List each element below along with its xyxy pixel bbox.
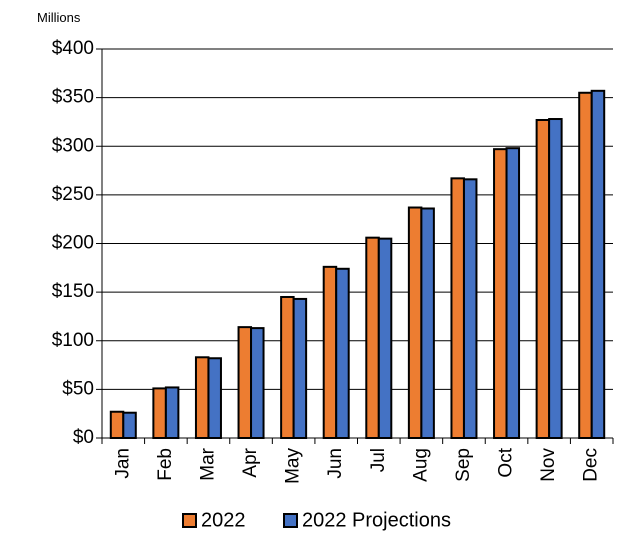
x-tick-label: Dec [581, 448, 602, 482]
bar-2022-projections-may [292, 297, 308, 439]
bar-2022-nov [535, 118, 551, 440]
bar-2022-jul [365, 236, 380, 439]
bar-2022-feb [152, 387, 167, 439]
x-tick-label: Mar [197, 447, 218, 480]
y-tick-label: $0 [73, 427, 94, 448]
unit-label: Millions [37, 10, 81, 25]
bar-2022-jan [109, 410, 125, 439]
y-tick-label: $250 [52, 184, 94, 205]
bar-2022-aug [407, 206, 423, 439]
y-tick-label: $200 [52, 233, 94, 254]
bar-2022-oct [493, 148, 508, 439]
gridlines [102, 48, 613, 390]
legend-label: 2022 Projections [302, 509, 451, 531]
y-tick-label: $400 [52, 38, 94, 59]
y-tick-label: $100 [52, 330, 94, 351]
bar-2022-apr [237, 326, 253, 440]
x-tick-label: Feb [155, 448, 176, 481]
bar-2022-projections-aug [420, 207, 435, 439]
bar-2022-projections-apr [250, 327, 265, 440]
bar-2022-projections-jan [122, 411, 137, 439]
x-tick-label: May [283, 448, 304, 484]
legend: 2022 2022 Projections [182, 509, 451, 531]
bar-2022-projections-nov [548, 118, 563, 440]
bar-2022-may [280, 295, 295, 439]
bar-2022-mar [194, 356, 210, 439]
x-tick-label: Nov [538, 448, 559, 482]
bar-2022-projections-dec [590, 89, 606, 439]
x-tick-label: Apr [240, 447, 261, 477]
x-tick-label: Oct [496, 447, 517, 477]
bars [109, 89, 606, 440]
bar-2022-sep [450, 177, 465, 439]
x-tick-label: Jan [112, 448, 133, 479]
x-tick-label: Jul [368, 448, 389, 472]
bar-2022-projections-feb [164, 386, 180, 439]
x-tick-label: Jun [325, 448, 346, 479]
y-tick-label: $150 [52, 281, 94, 302]
bar-2022-projections-jun [335, 267, 350, 439]
y-tick-label: $50 [62, 378, 94, 399]
bar-2022-projections-sep [462, 178, 478, 439]
bar-2022-dec [578, 91, 593, 439]
bar-2022-projections-oct [505, 147, 521, 439]
legend-label: 2022 [201, 509, 246, 531]
y-tick-label: $350 [52, 87, 94, 108]
x-tick-label: Aug [410, 448, 431, 482]
bar-2022-jun [322, 265, 338, 439]
y-tick-label: $300 [52, 135, 94, 156]
x-axis-ticks: Jan Feb Mar Apr May Jun Jul Aug Sep Oct Nov Dec [101, 438, 614, 484]
x-tick-label: Sep [453, 448, 474, 482]
legend-swatch [283, 513, 298, 528]
y-axis-ticks: $0 $50 $100 $150 $200 $250 $300 $350 $400 [52, 38, 102, 448]
bar-2022-projections-jul [377, 237, 393, 439]
legend-swatch [182, 513, 197, 528]
bar-2022-projections-mar [207, 357, 222, 440]
